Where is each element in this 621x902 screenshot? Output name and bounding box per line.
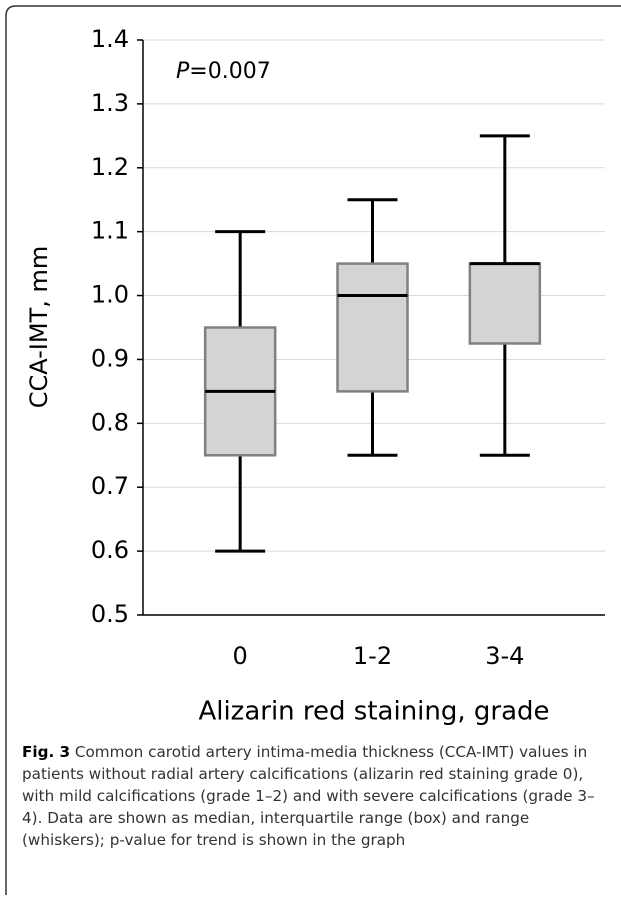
y-tick-label: 0.5 [91,600,129,628]
y-tick-label: 1.0 [91,281,129,309]
x-tick-label: 1-2 [353,642,392,670]
frame [5,5,621,895]
caption-text: Common carotid artery intima-media thick… [22,743,595,849]
y-tick-label: 0.8 [91,408,129,436]
x-axis-label: Alizarin red staining, grade [198,697,549,727]
annotation: P=0.007 [176,59,271,84]
caption-label: Fig. 3 [22,743,71,761]
annotation-italic: P [176,59,190,84]
y-tick-label: 1.2 [91,153,129,181]
y-tick-label: 1.1 [91,217,129,245]
y-tick-label: 0.7 [91,472,129,500]
box [468,262,542,345]
y-tick-label: 1.4 [91,25,129,53]
y-tick-label: 0.6 [91,536,129,564]
caption: Fig. 3 Common carotid artery intima-medi… [22,741,614,851]
x-tick-label: 3-4 [485,642,524,670]
y-tick-label: 0.9 [91,344,129,372]
y-axis-label: CCA-IMT, mm [25,246,53,409]
box [336,262,409,393]
x-tick-label: 0 [233,642,248,670]
y-tick-label: 1.3 [91,89,129,117]
annotation-text: =0.007 [189,59,270,84]
